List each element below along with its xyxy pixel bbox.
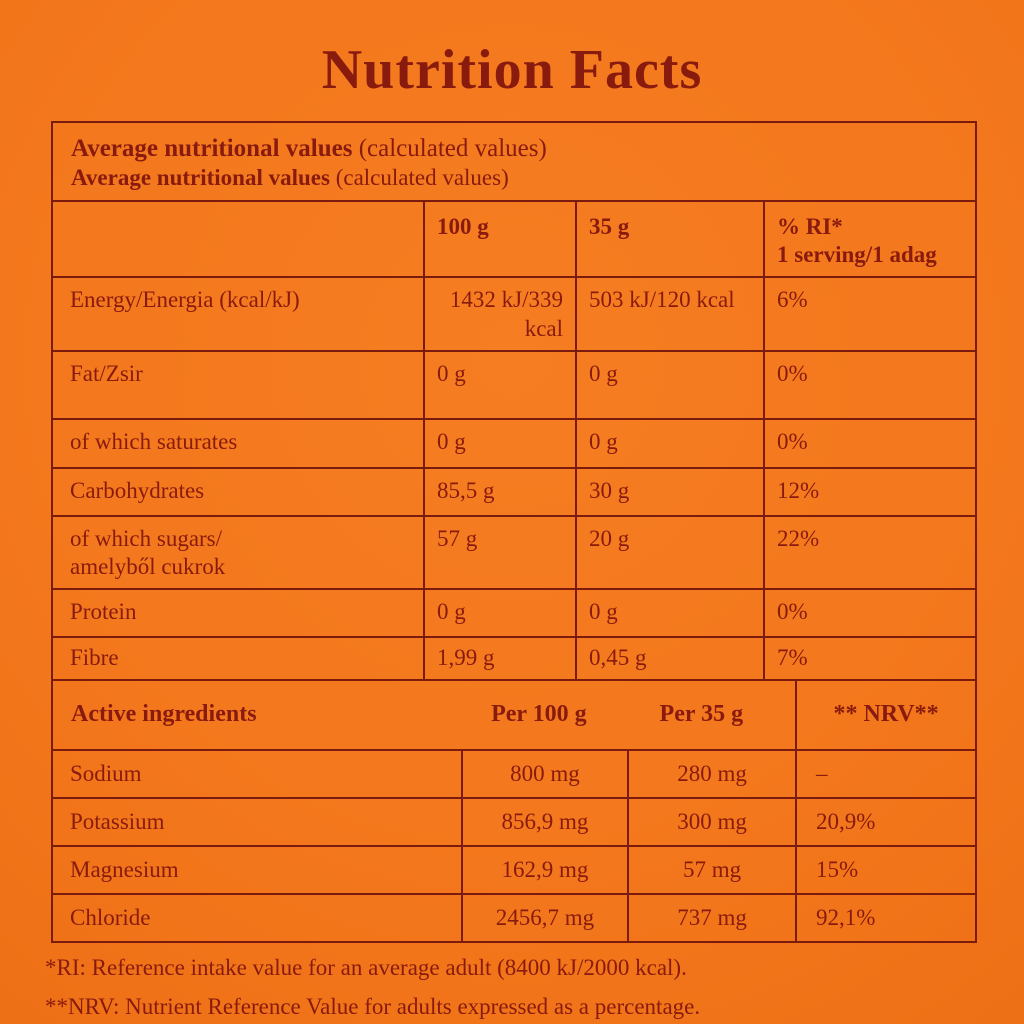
per-100g-heading: Per 100 g xyxy=(491,701,587,728)
table-row-protein: Protein 0 g 0 g 0% xyxy=(51,588,977,639)
value-per100: 800 mg xyxy=(461,749,629,800)
value-per100: 162,9 mg xyxy=(461,845,629,896)
value-nrv: 15% xyxy=(795,845,978,896)
caption-line-2: Average nutritional values (calculated v… xyxy=(71,164,959,193)
caption-bold-text: Average nutritional values xyxy=(71,164,330,190)
table-row-fibre: Fibre 1,99 g 0,45 g 7% xyxy=(51,636,977,682)
row-label: Fat/Zsir xyxy=(51,349,425,420)
table-caption: Average nutritional values (calculated v… xyxy=(51,120,977,202)
row-label: Carbohydrates xyxy=(51,466,425,517)
table-row-carbohydrates: Carbohydrates 85,5 g 30 g 12% xyxy=(51,466,977,517)
value-per35: 280 mg xyxy=(626,749,798,800)
col-header-blank xyxy=(51,199,425,279)
value-per100: 856,9 mg xyxy=(461,797,629,848)
page-title: Nutrition Facts xyxy=(321,39,703,101)
value-ri: 0% xyxy=(763,588,977,639)
table-row-potassium: Potassium 856,9 mg 300 mg 20,9% xyxy=(51,797,978,848)
col-header-ri: % RI* 1 serving/1 adag xyxy=(763,199,977,279)
value-ri: 7% xyxy=(763,636,977,682)
value-100g: 0 g xyxy=(423,417,577,469)
nutrition-values-table: Average nutritional values (calculated v… xyxy=(51,120,977,682)
per-35g-heading: Per 35 g xyxy=(659,701,744,728)
caption-line-1: Average nutritional values (calculated v… xyxy=(71,133,959,164)
table-row-saturates: of which saturates 0 g 0 g 0% xyxy=(51,417,977,469)
value-nrv: 20,9% xyxy=(795,797,978,848)
active-header-row: Active ingredients Per 100 g Per 35 g **… xyxy=(50,679,978,752)
row-label: of which sugars/ amelyből cukrok xyxy=(51,514,425,591)
value-35g: 0,45 g xyxy=(575,636,765,682)
nrv-heading: ** NRV** xyxy=(795,679,978,752)
value-35g: 30 g xyxy=(575,466,765,517)
active-ingredients-heading: Active ingredients xyxy=(71,701,257,728)
value-ri: 22% xyxy=(763,514,977,591)
value-100g: 0 g xyxy=(423,349,577,420)
active-header-left: Active ingredients Per 100 g Per 35 g xyxy=(50,679,798,752)
table-row-energy: Energy/Energia (kcal/kJ) 1432 kJ/339 kca… xyxy=(51,276,977,352)
value-nrv: – xyxy=(795,749,978,800)
value-ri: 0% xyxy=(763,349,977,420)
value-35g: 20 g xyxy=(575,514,765,591)
row-label: Protein xyxy=(51,588,425,639)
value-35g: 503 kJ/120 kcal xyxy=(575,276,765,352)
row-label: Sodium xyxy=(51,749,463,800)
value-35g: 0 g xyxy=(575,417,765,469)
value-35g: 0 g xyxy=(575,349,765,420)
col-header-35g: 35 g xyxy=(575,199,765,279)
value-per35: 57 mg xyxy=(626,845,798,896)
row-label: Chloride xyxy=(51,893,463,944)
value-100g: 1432 kJ/339 kcal xyxy=(423,276,577,352)
value-ri: 12% xyxy=(763,466,977,517)
row-label: Fibre xyxy=(51,636,425,682)
value-35g: 0 g xyxy=(575,588,765,639)
footnote-ri: *RI: Reference intake value for an avera… xyxy=(45,955,687,981)
caption-normal-text: (calculated values) xyxy=(335,164,509,190)
caption-normal-text: (calculated values) xyxy=(358,134,547,162)
row-label: Magnesium xyxy=(51,845,463,896)
footnotes: *RI: Reference intake value for an avera… xyxy=(45,954,1024,1020)
row-label: Energy/Energia (kcal/kJ) xyxy=(51,276,425,352)
value-per35: 300 mg xyxy=(626,797,798,848)
value-100g: 57 g xyxy=(423,514,577,591)
table-row-sugars: of which sugars/ amelyből cukrok 57 g 20… xyxy=(51,514,977,591)
value-100g: 1,99 g xyxy=(423,636,577,682)
value-per100: 2456,7 mg xyxy=(461,893,629,944)
value-ri: 0% xyxy=(763,417,977,469)
column-header-row: 100 g 35 g % RI* 1 serving/1 adag xyxy=(51,199,977,279)
table-row-chloride: Chloride 2456,7 mg 737 mg 92,1% xyxy=(51,893,978,944)
value-ri: 6% xyxy=(763,276,977,352)
value-100g: 0 g xyxy=(423,588,577,639)
table-row-sodium: Sodium 800 mg 280 mg – xyxy=(51,749,978,800)
table-caption-row: Average nutritional values (calculated v… xyxy=(51,120,977,202)
value-nrv: 92,1% xyxy=(795,893,978,944)
table-row-magnesium: Magnesium 162,9 mg 57 mg 15% xyxy=(51,845,978,896)
row-label: of which saturates xyxy=(51,417,425,469)
row-label: Potassium xyxy=(51,797,463,848)
table-row-fat: Fat/Zsir 0 g 0 g 0% xyxy=(51,349,977,420)
active-ingredients-table: Active ingredients Per 100 g Per 35 g **… xyxy=(50,679,978,944)
footnote-nrv: **NRV: Nutrient Reference Value for adul… xyxy=(45,993,701,1019)
col-header-100g: 100 g xyxy=(423,199,577,279)
value-per35: 737 mg xyxy=(626,893,798,944)
caption-bold-text: Average nutritional values xyxy=(71,134,353,162)
value-100g: 85,5 g xyxy=(423,466,577,517)
